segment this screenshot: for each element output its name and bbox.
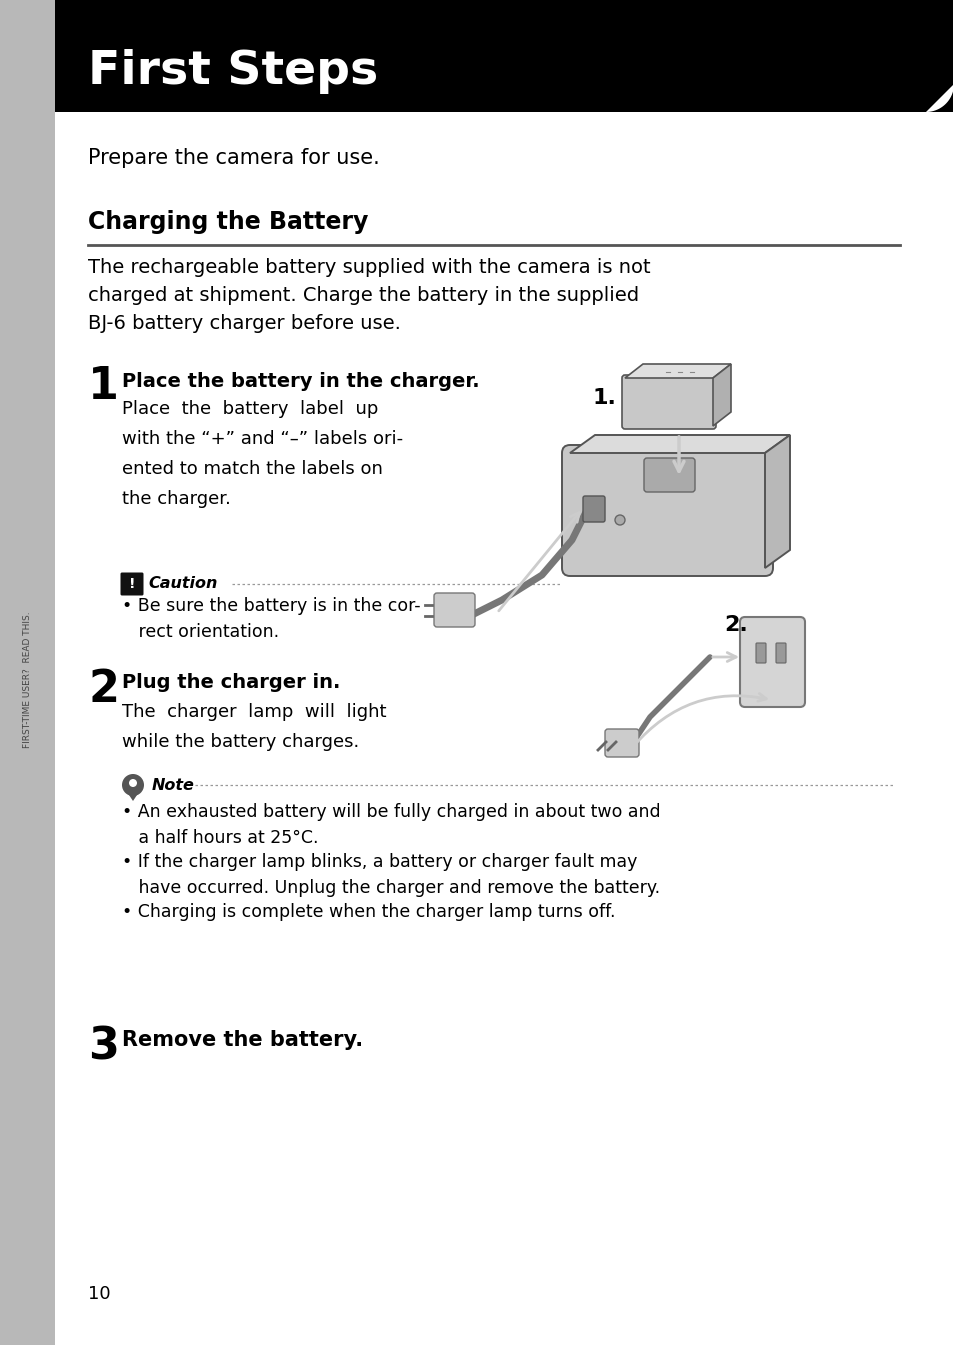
Text: • Charging is complete when the charger lamp turns off.: • Charging is complete when the charger … [122,902,615,921]
Polygon shape [55,0,953,112]
FancyBboxPatch shape [434,593,475,627]
Polygon shape [764,434,789,568]
Circle shape [129,779,137,787]
Polygon shape [712,364,730,426]
Polygon shape [624,364,730,378]
Text: 1: 1 [88,364,119,408]
FancyBboxPatch shape [561,445,772,576]
FancyBboxPatch shape [120,573,143,596]
Text: Caution: Caution [148,577,217,592]
Polygon shape [569,434,789,453]
Text: • An exhausted battery will be fully charged in about two and
   a half hours at: • An exhausted battery will be fully cha… [122,803,659,847]
Text: !: ! [129,577,135,590]
Text: FIRST-TIME USER?  READ THIS.: FIRST-TIME USER? READ THIS. [23,612,31,748]
Text: Place the battery in the charger.: Place the battery in the charger. [122,373,479,391]
Text: Charging the Battery: Charging the Battery [88,210,368,234]
Polygon shape [925,83,953,112]
Text: • If the charger lamp blinks, a battery or charger fault may
   have occurred. U: • If the charger lamp blinks, a battery … [122,853,659,897]
Text: Plug the charger in.: Plug the charger in. [122,672,340,691]
FancyBboxPatch shape [621,375,716,429]
Text: The  charger  lamp  will  light
while the battery charges.: The charger lamp will light while the ba… [122,703,386,751]
FancyBboxPatch shape [643,459,695,492]
Text: Prepare the camera for use.: Prepare the camera for use. [88,148,379,168]
FancyBboxPatch shape [740,617,804,707]
Circle shape [615,515,624,525]
Text: 3: 3 [88,1025,119,1068]
Text: 10: 10 [88,1284,111,1303]
Text: Note: Note [152,777,194,792]
Text: 1.: 1. [593,387,617,408]
Text: 2: 2 [88,668,119,712]
Text: Place  the  battery  label  up
with the “+” and “–” labels ori-
ented to match t: Place the battery label up with the “+” … [122,399,403,507]
Text: The rechargeable battery supplied with the camera is not
charged at shipment. Ch: The rechargeable battery supplied with t… [88,258,650,334]
Text: • Be sure the battery is in the cor-
   rect orientation.: • Be sure the battery is in the cor- rec… [122,597,420,642]
Polygon shape [0,0,55,1345]
FancyBboxPatch shape [755,643,765,663]
Text: First Steps: First Steps [88,50,377,94]
FancyBboxPatch shape [582,496,604,522]
FancyBboxPatch shape [775,643,785,663]
Circle shape [122,773,144,796]
Polygon shape [127,792,139,802]
Text: 2.: 2. [723,615,747,635]
FancyBboxPatch shape [604,729,639,757]
Text: Remove the battery.: Remove the battery. [122,1030,363,1050]
